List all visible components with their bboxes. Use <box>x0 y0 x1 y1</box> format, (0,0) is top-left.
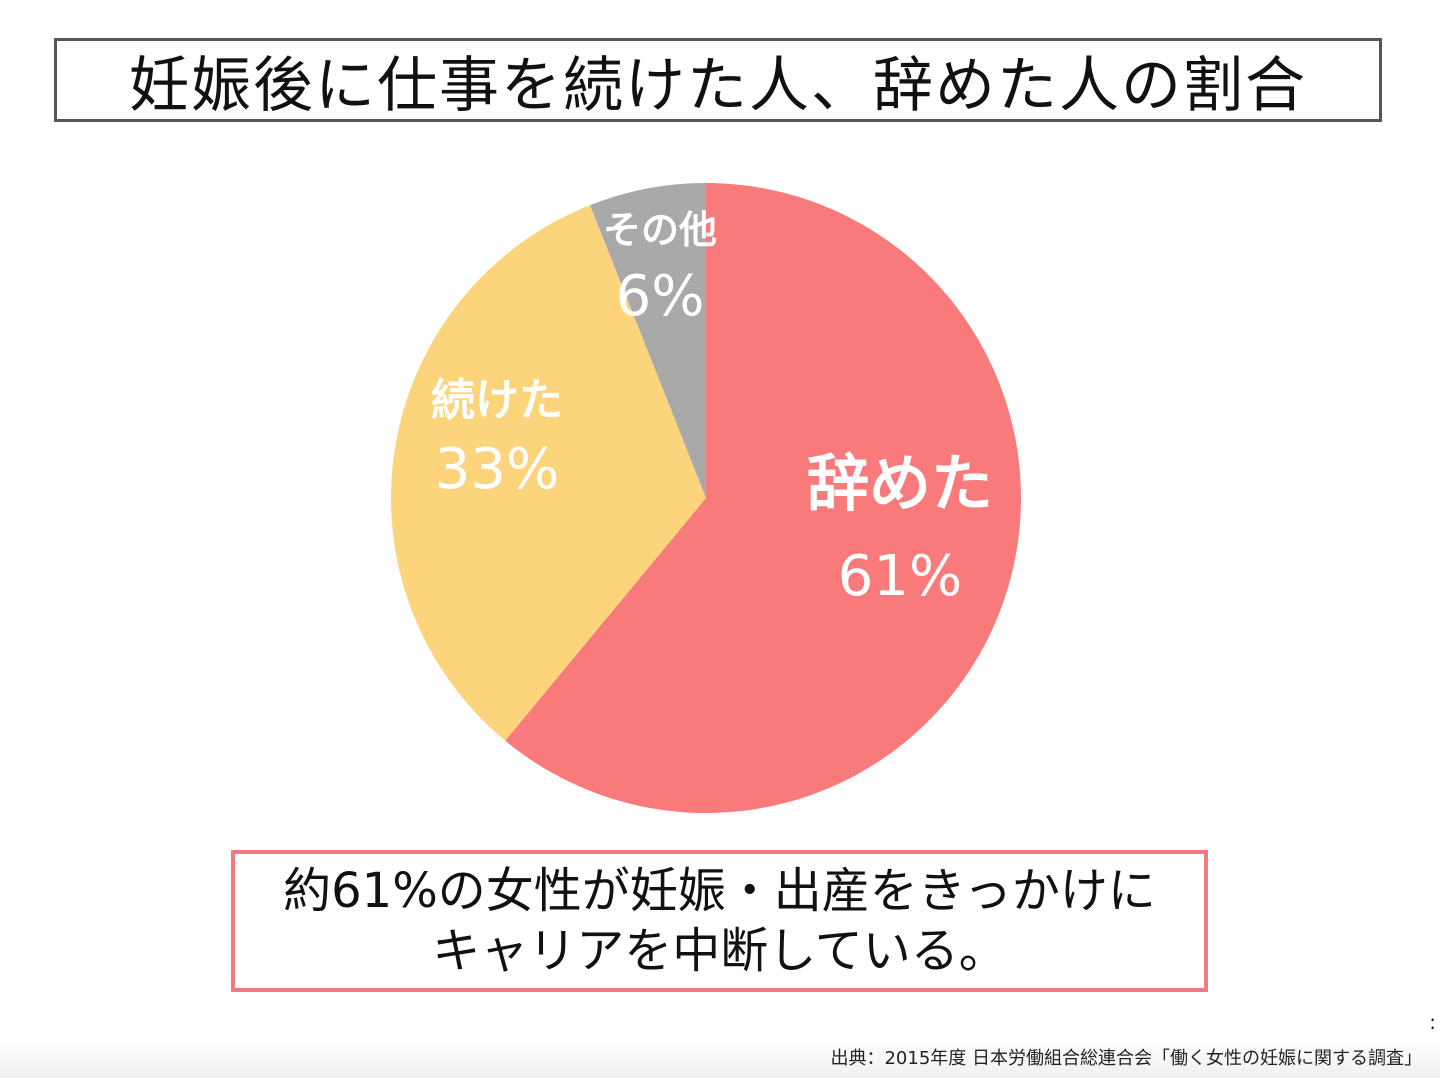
slice-value-2: 33% <box>435 437 559 502</box>
slice-label-3: その他 <box>603 208 717 252</box>
pie-slice-2 <box>391 205 706 741</box>
bottom-shade <box>0 1038 1440 1078</box>
pie-slice-1 <box>505 183 1022 813</box>
edge-mark: : <box>1429 1010 1436 1034</box>
source-citation: 出典：2015年度 日本労働組合総連合会「働く女性の妊娠に関する調査」 <box>830 1048 1422 1069</box>
pie-slice-3 <box>590 183 706 498</box>
summary-line-2: キャリアを中断している。 <box>432 923 1007 979</box>
summary-box: 約61%の女性が妊娠・出産をきっかけに キャリアを中断している。 <box>231 850 1208 992</box>
summary-line-1: 約61%の女性が妊娠・出産をきっかけに <box>283 863 1156 919</box>
slice-label-1: 辞めた <box>807 447 993 520</box>
slice-label-2: 続けた <box>431 375 563 426</box>
slice-value-1: 61% <box>838 544 962 609</box>
slice-value-3: 6% <box>616 264 705 329</box>
chart-title: 妊娠後に仕事を続けた人、辞めた人の割合 <box>54 38 1382 122</box>
